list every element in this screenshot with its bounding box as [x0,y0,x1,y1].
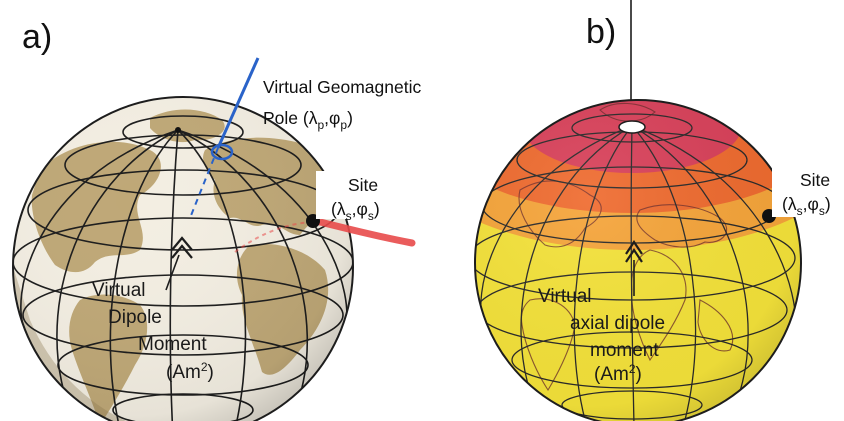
site-label-b-title: Site [800,170,830,190]
moment-label-b: Virtual axial dipole moment (Am2) [538,286,665,385]
moment-label-b-line3: moment [590,340,659,361]
moment-label-b-line4: (Am2) [594,362,642,385]
vgp-label-line2: Pole (λp,φp) [263,108,353,132]
north-pole-opening [618,120,646,134]
vgp-label: Virtual Geomagnetic Pole (λp,φp) [263,77,421,132]
site-label-b: Site (λs,φs) [772,167,844,218]
globe-a-outline [12,96,354,421]
globe-b-outline [474,99,802,421]
panel-b-label: b) [586,13,616,51]
moment-label-a-line4: (Am2) [166,360,214,383]
north-pole-marker [175,127,181,133]
globe-a [12,96,354,421]
moment-label-b-line2: axial dipole [570,313,665,334]
globe-a-shading [13,97,353,421]
vgp-label-line1: Virtual Geomagnetic [263,77,421,97]
dipole-moment-arrow [171,236,193,259]
moment-label-a-line1: Virtual [92,280,146,301]
field-line-arrow [316,218,416,247]
panel-a: a) [12,18,421,421]
moment-label-a-line3: Moment [138,334,207,355]
moment-label-b-line1: Virtual [538,286,592,307]
vgp-axis-line [216,57,260,149]
moment-label-a: Virtual Dipole Moment (Am2) [92,280,214,383]
site-label-a: Site (λs,φs) [316,171,396,223]
moment-label-a-line2: Dipole [108,307,162,328]
moment-pointer-a [165,254,180,291]
panel-b: b) [474,0,844,421]
globe-b-shading [475,100,801,421]
site-label-a-coords: (λs,φs) [331,199,380,223]
site-label-b-coords: (λs,φs) [782,194,831,218]
vgp-marker [210,143,234,161]
axial-dipole-arrow [625,240,643,263]
site-label-a-title: Site [348,175,378,195]
panel-a-label: a) [22,18,52,56]
vgp-axis-dashed [189,147,219,219]
